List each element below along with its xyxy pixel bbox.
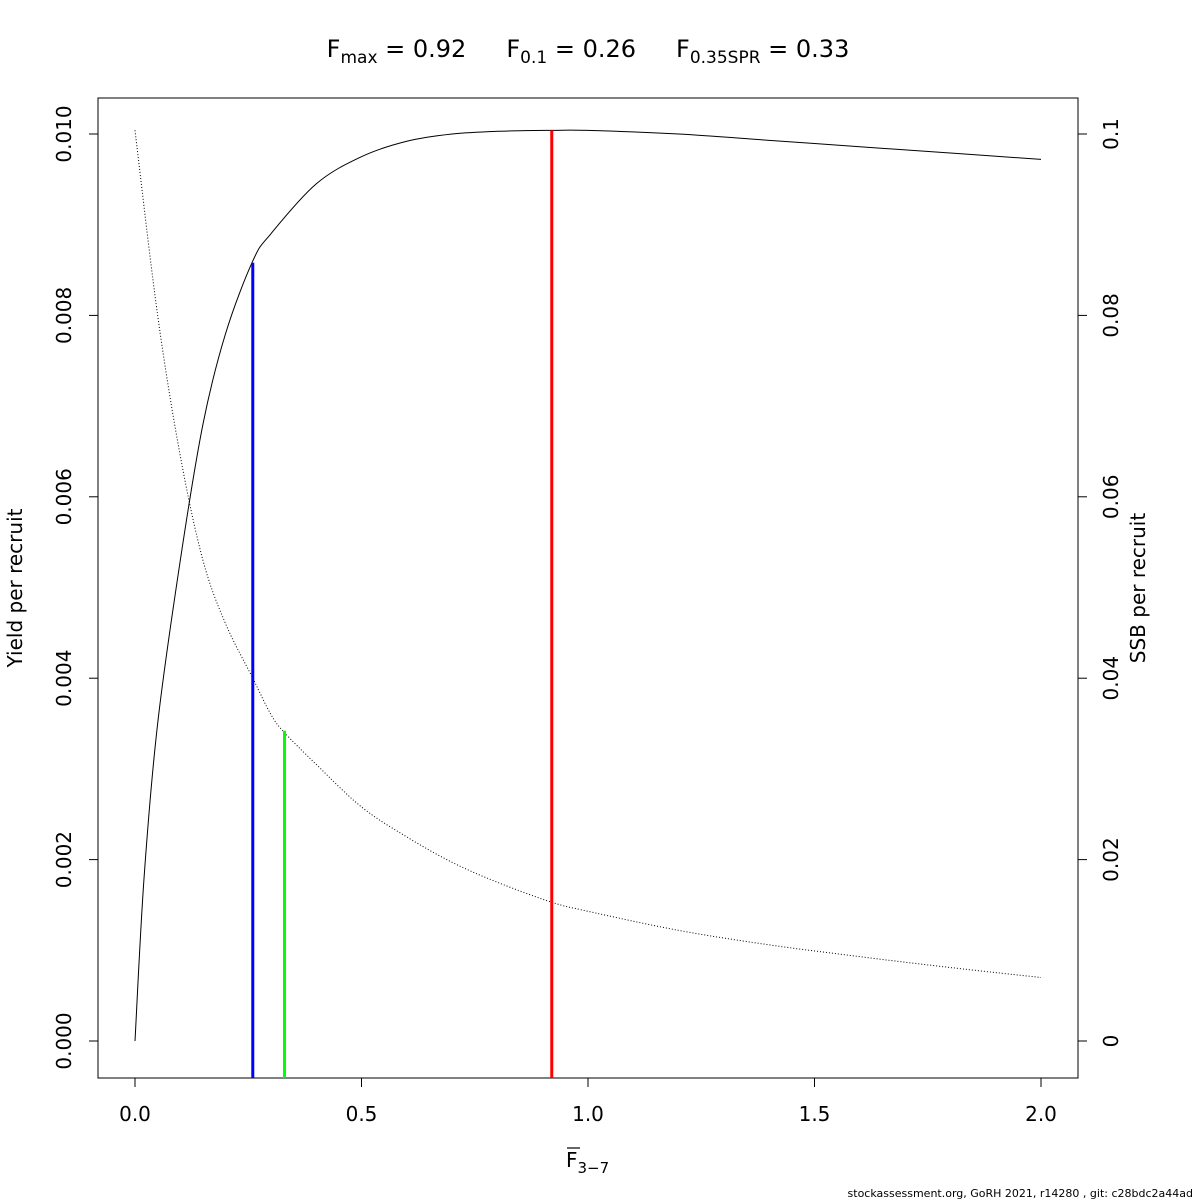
footer-note: stockassessment.org, GoRH 2021, r14280 ,… xyxy=(848,1187,1193,1200)
y-tick-label: 0.006 xyxy=(52,468,76,525)
y2-tick-label: 0.02 xyxy=(1099,837,1123,882)
y-axis-right: 0 0.02 0.04 0.06 0.08 0.1 xyxy=(1078,118,1123,1047)
series-layer xyxy=(134,129,1042,1042)
fspr-symbol: F xyxy=(676,35,690,63)
x-label-text: F3−7 xyxy=(566,1148,609,1177)
fmax-subscript: max xyxy=(340,48,377,68)
fspr-subscript: 0.35SPR xyxy=(690,48,761,68)
fmax-equals: = xyxy=(378,35,413,63)
y-tick-label: 0.004 xyxy=(52,650,76,707)
yield-per-recruit-line xyxy=(134,129,1042,1042)
fmax-value: 0.92 xyxy=(413,35,466,63)
f01-equals: = xyxy=(547,35,582,63)
y2-axis-label: SSB per recruit xyxy=(1126,513,1150,664)
y2-tick-label: 0 xyxy=(1099,1035,1123,1048)
ssb-per-recruit-line xyxy=(134,130,1042,979)
x-label-symbol: F xyxy=(566,1148,578,1172)
x-axis: 0.0 0.5 1.0 1.5 2.0 xyxy=(119,1078,1057,1126)
y-tick-label: 0.000 xyxy=(52,1012,76,1069)
fspr-value: 0.33 xyxy=(796,35,849,63)
y-tick-label: 0.008 xyxy=(52,287,76,344)
y-axis-left: 0.000 0.002 0.004 0.006 0.008 0.010 xyxy=(52,105,98,1070)
y-tick-label: 0.010 xyxy=(52,105,76,162)
chart-title: Fmax = 0.92 F0.1 = 0.26 F0.35SPR = 0.33 xyxy=(327,35,850,68)
y2-tick-label: 0.08 xyxy=(1099,293,1123,338)
x-axis-label: F3−7 xyxy=(566,1147,609,1177)
y2-tick-label: 0.1 xyxy=(1099,118,1123,150)
x-tick-label: 1.5 xyxy=(799,1102,831,1126)
fmax-symbol: F xyxy=(327,35,341,63)
y2-tick-label: 0.06 xyxy=(1099,475,1123,520)
y-axis-label: Yield per recruit xyxy=(3,508,27,668)
f01-subscript: 0.1 xyxy=(520,48,547,68)
x-tick-label: 1.0 xyxy=(572,1102,604,1126)
y2-tick-label: 0.04 xyxy=(1099,656,1123,701)
x-tick-label: 0.5 xyxy=(346,1102,378,1126)
x-tick-label: 0.0 xyxy=(119,1102,151,1126)
reference-lines xyxy=(251,130,554,1078)
x-tick-label: 2.0 xyxy=(1025,1102,1057,1126)
y-tick-label: 0.002 xyxy=(52,831,76,888)
x-label-subscript: 3−7 xyxy=(578,1159,610,1177)
f01-value: 0.26 xyxy=(583,35,636,63)
f01-symbol: F xyxy=(506,35,520,63)
plot-frame xyxy=(97,97,1079,1079)
fspr-equals: = xyxy=(761,35,796,63)
